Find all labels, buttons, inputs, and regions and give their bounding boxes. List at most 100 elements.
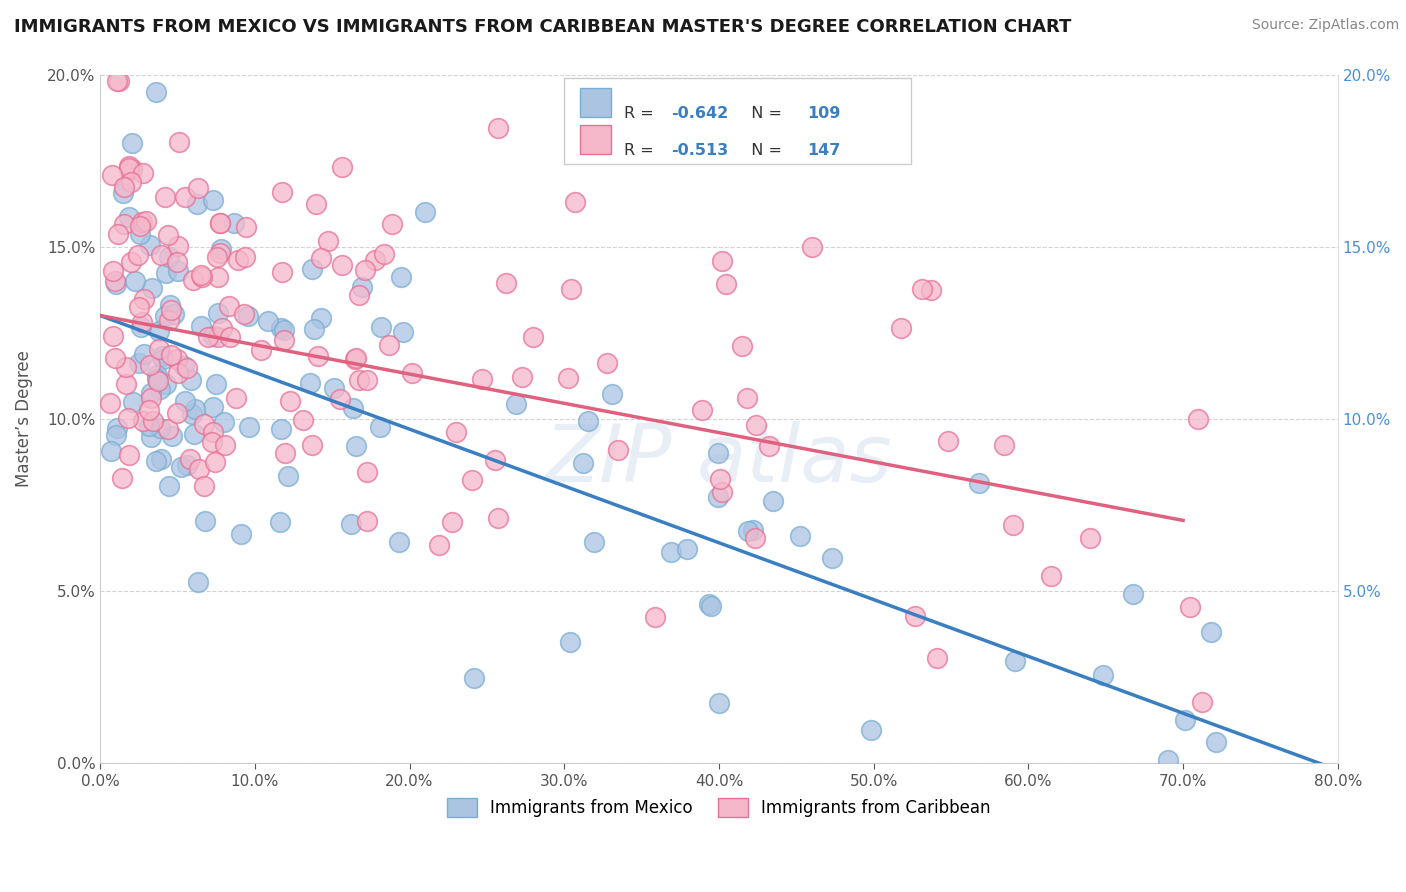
Point — [101, 264, 124, 278]
Point — [211, 321, 233, 335]
Point — [744, 531, 766, 545]
Point — [920, 283, 942, 297]
Point — [142, 414, 165, 428]
Point — [132, 292, 155, 306]
Point — [108, 74, 131, 88]
Point — [105, 74, 128, 88]
Point — [105, 421, 128, 435]
Point — [129, 219, 152, 234]
Point — [160, 429, 183, 443]
Point — [150, 451, 173, 466]
Point — [155, 266, 177, 280]
Point — [101, 168, 124, 182]
Point — [789, 529, 811, 543]
Point — [368, 420, 391, 434]
Point — [364, 252, 387, 267]
Point — [904, 608, 927, 623]
Point — [229, 526, 252, 541]
Point — [392, 326, 415, 340]
Point — [226, 252, 249, 267]
Point — [209, 216, 232, 230]
Point — [132, 166, 155, 180]
Point — [209, 246, 232, 260]
Point — [129, 320, 152, 334]
Point — [690, 403, 713, 417]
Point — [115, 376, 138, 391]
Point — [186, 196, 208, 211]
Point — [112, 186, 135, 201]
Point — [316, 234, 339, 248]
Point — [349, 288, 371, 302]
Text: R =: R = — [624, 143, 658, 158]
Point — [166, 264, 188, 278]
Point — [706, 446, 728, 460]
Point — [911, 282, 934, 296]
Point — [149, 382, 172, 396]
Point — [145, 85, 167, 99]
Point — [205, 376, 228, 391]
Point — [111, 471, 134, 485]
Point — [709, 471, 731, 485]
Point — [204, 455, 226, 469]
Point — [139, 237, 162, 252]
Point — [159, 298, 181, 312]
Point — [146, 374, 169, 388]
Point — [800, 240, 823, 254]
Point — [141, 391, 163, 405]
Point — [706, 491, 728, 505]
Point — [202, 400, 225, 414]
Point — [1091, 668, 1114, 682]
Point — [156, 422, 179, 436]
Point — [1078, 531, 1101, 545]
Point — [274, 445, 297, 459]
Point — [1199, 624, 1222, 639]
Point — [711, 485, 734, 500]
Point — [117, 411, 139, 425]
Point — [212, 415, 235, 429]
Point — [214, 438, 236, 452]
Point — [741, 524, 763, 538]
Point — [342, 401, 364, 416]
Point — [145, 454, 167, 468]
Point — [150, 349, 173, 363]
Point — [389, 270, 412, 285]
Point — [105, 428, 128, 442]
Point — [135, 213, 157, 227]
Point — [993, 438, 1015, 452]
Point — [277, 468, 299, 483]
Point — [707, 697, 730, 711]
Point — [166, 254, 188, 268]
Point — [188, 462, 211, 476]
Point — [471, 372, 494, 386]
Point — [112, 179, 135, 194]
Legend: Immigrants from Mexico, Immigrants from Caribbean: Immigrants from Mexico, Immigrants from … — [440, 791, 997, 823]
Point — [572, 456, 595, 470]
Point — [148, 343, 170, 357]
Point — [356, 373, 378, 387]
Point — [153, 309, 176, 323]
Point — [301, 437, 323, 451]
Point — [181, 273, 204, 287]
Point — [184, 402, 207, 417]
Point — [238, 419, 260, 434]
Point — [207, 305, 229, 319]
Point — [339, 517, 361, 532]
Point — [461, 473, 484, 487]
Point — [699, 599, 721, 613]
Text: Source: ZipAtlas.com: Source: ZipAtlas.com — [1251, 18, 1399, 32]
Point — [309, 310, 332, 325]
Point — [235, 251, 257, 265]
Point — [745, 418, 768, 433]
Point — [118, 159, 141, 173]
Point — [1191, 695, 1213, 709]
Point — [183, 427, 205, 442]
Text: 109: 109 — [807, 106, 841, 121]
Point — [141, 281, 163, 295]
Point — [307, 349, 329, 363]
Point — [927, 650, 949, 665]
Point — [557, 371, 579, 385]
Point — [280, 394, 302, 409]
FancyBboxPatch shape — [564, 78, 911, 164]
Point — [758, 440, 780, 454]
Point — [218, 299, 240, 313]
